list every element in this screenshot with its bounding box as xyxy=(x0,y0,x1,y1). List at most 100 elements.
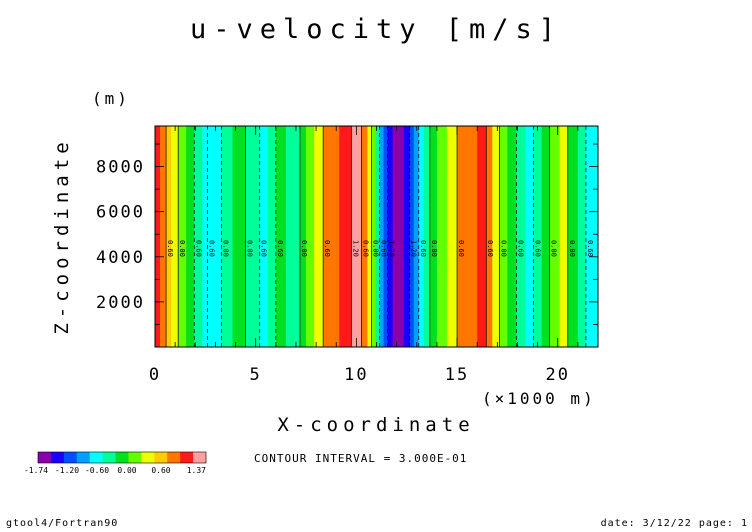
color-band-52 xyxy=(585,126,599,347)
plot-area xyxy=(155,126,599,347)
color-band-7 xyxy=(202,126,212,347)
color-band-42 xyxy=(499,126,508,347)
colorbar-frame xyxy=(37,451,207,464)
x-tick-label-4: 20 xyxy=(545,365,569,385)
color-band-10 xyxy=(232,126,247,347)
color-band-50 xyxy=(567,126,579,347)
color-band-49 xyxy=(559,126,569,347)
x-axis: 0 5 10 15 20 xyxy=(149,126,599,385)
colorbar-swatch-10 xyxy=(167,452,181,463)
color-band-43 xyxy=(507,126,517,347)
y-axis-title: Z-coordinate xyxy=(51,137,73,334)
color-band-11 xyxy=(245,126,261,347)
color-band-30 xyxy=(403,126,411,347)
footer-date-page: date: 3/12/22 page: 1 xyxy=(601,518,748,529)
contour-label-6: 0.60 xyxy=(260,240,268,257)
color-band-46 xyxy=(533,126,543,347)
contour-label-12: 0.00 xyxy=(371,240,379,257)
color-band-39 xyxy=(477,126,487,347)
color-band-4 xyxy=(178,126,187,347)
contour-label-14: 1.20 xyxy=(388,240,396,257)
contour-label-25: 0.60 xyxy=(586,240,594,257)
color-band-14 xyxy=(275,126,287,347)
color-band-29 xyxy=(392,126,405,347)
y-tick-label-2: 6000 xyxy=(96,203,145,223)
color-band-45 xyxy=(525,126,534,347)
colorbar-swatch-7 xyxy=(128,452,142,463)
color-band-5 xyxy=(186,126,195,347)
color-band-23 xyxy=(367,126,372,347)
color-band-28 xyxy=(387,126,394,347)
color-band-41 xyxy=(492,126,500,347)
color-band-34 xyxy=(423,126,431,347)
x-tick-label-2: 10 xyxy=(344,365,368,385)
color-band-18 xyxy=(314,126,324,347)
contour-label-17: 0.00 xyxy=(430,240,438,257)
color-band-13 xyxy=(267,126,277,347)
color-band-51 xyxy=(577,126,587,347)
color-band-47 xyxy=(541,126,551,347)
color-band-0 xyxy=(155,126,161,347)
color-band-19 xyxy=(323,126,340,347)
contour-label-0: 0.60 xyxy=(166,240,174,257)
color-band-31 xyxy=(409,126,415,347)
color-band-3 xyxy=(171,126,179,347)
contour-label-5: 0.00 xyxy=(246,240,254,257)
color-band-21 xyxy=(351,126,362,347)
contour-label-11: 0.60 xyxy=(361,240,369,257)
contour-label-23: 0.00 xyxy=(550,240,558,257)
y-axis: 2000 4000 6000 8000 xyxy=(96,143,598,325)
contour-label-9: 0.60 xyxy=(323,240,331,257)
colorbar-swatch-4 xyxy=(89,452,103,463)
color-band-40 xyxy=(486,126,493,347)
color-band-2 xyxy=(166,126,172,347)
x-axis-title: X-coordinate xyxy=(277,414,474,436)
colorbar-swatch-2 xyxy=(63,452,78,463)
x-tick-label-3: 15 xyxy=(445,365,469,385)
color-band-26 xyxy=(379,126,384,347)
contour-label-13: 0.60 xyxy=(380,240,388,257)
contour-label-24: 0.00 xyxy=(568,240,576,257)
contour-label-7: 0.60 xyxy=(276,240,284,257)
colorbar-label-2: -0.60 xyxy=(85,466,109,475)
x-tick-label-0: 0 xyxy=(149,365,161,385)
contour-label-2: 0.60 xyxy=(194,240,202,257)
color-band-33 xyxy=(418,126,425,347)
contour-label-18: 0.60 xyxy=(457,240,465,257)
colorbar-label-5: 1.37 xyxy=(187,466,206,475)
colorbar-label-3: 0.00 xyxy=(117,466,136,475)
footer-program: gtool4/Fortran90 xyxy=(6,518,118,529)
contour-lines xyxy=(165,126,587,347)
contour-label-4: 0.00 xyxy=(221,240,229,257)
colorbar-swatch-11 xyxy=(180,452,194,463)
color-band-25 xyxy=(375,126,380,347)
color-band-12 xyxy=(259,126,269,347)
color-band-8 xyxy=(211,126,222,347)
y-tick-label-1: 4000 xyxy=(96,248,145,268)
color-band-37 xyxy=(446,126,458,347)
contour-label-15: 1.20 xyxy=(410,240,418,257)
color-band-6 xyxy=(194,126,203,347)
color-band-48 xyxy=(549,126,561,347)
colorbar-swatch-9 xyxy=(154,452,168,463)
colorbar-labels: -1.74 -1.20 -0.60 0.00 0.60 1.37 xyxy=(24,466,206,475)
y-tick-label-0: 2000 xyxy=(96,293,145,313)
contour-label-1: 0.00 xyxy=(178,240,186,257)
contour-label-19: 0.60 xyxy=(486,240,494,257)
color-band-36 xyxy=(436,126,448,347)
colorbar-label-0: -1.74 xyxy=(24,466,48,475)
colorbar-swatch-8 xyxy=(141,452,155,463)
x-unit-label: (×1000 m) xyxy=(482,389,596,408)
color-band-27 xyxy=(383,126,388,347)
contour-labels: 0.60 0.00 0.60 0.60 0.00 0.00 0.60 0.60 0.00 0.60… xyxy=(166,240,594,257)
color-band-44 xyxy=(516,126,526,347)
y-tick-label-3: 8000 xyxy=(96,158,145,178)
color-band-20 xyxy=(339,126,352,347)
colorbar-swatch-1 xyxy=(50,452,65,463)
chart-title: u-velocity [m/s] xyxy=(190,14,562,45)
x-tick-label-1: 5 xyxy=(250,365,262,385)
contour-interval-text: CONTOUR INTERVAL = 3.000E-01 xyxy=(254,452,467,465)
colorbar xyxy=(37,451,207,464)
y-unit-label: (m) xyxy=(92,89,130,108)
color-band-17 xyxy=(306,126,315,347)
